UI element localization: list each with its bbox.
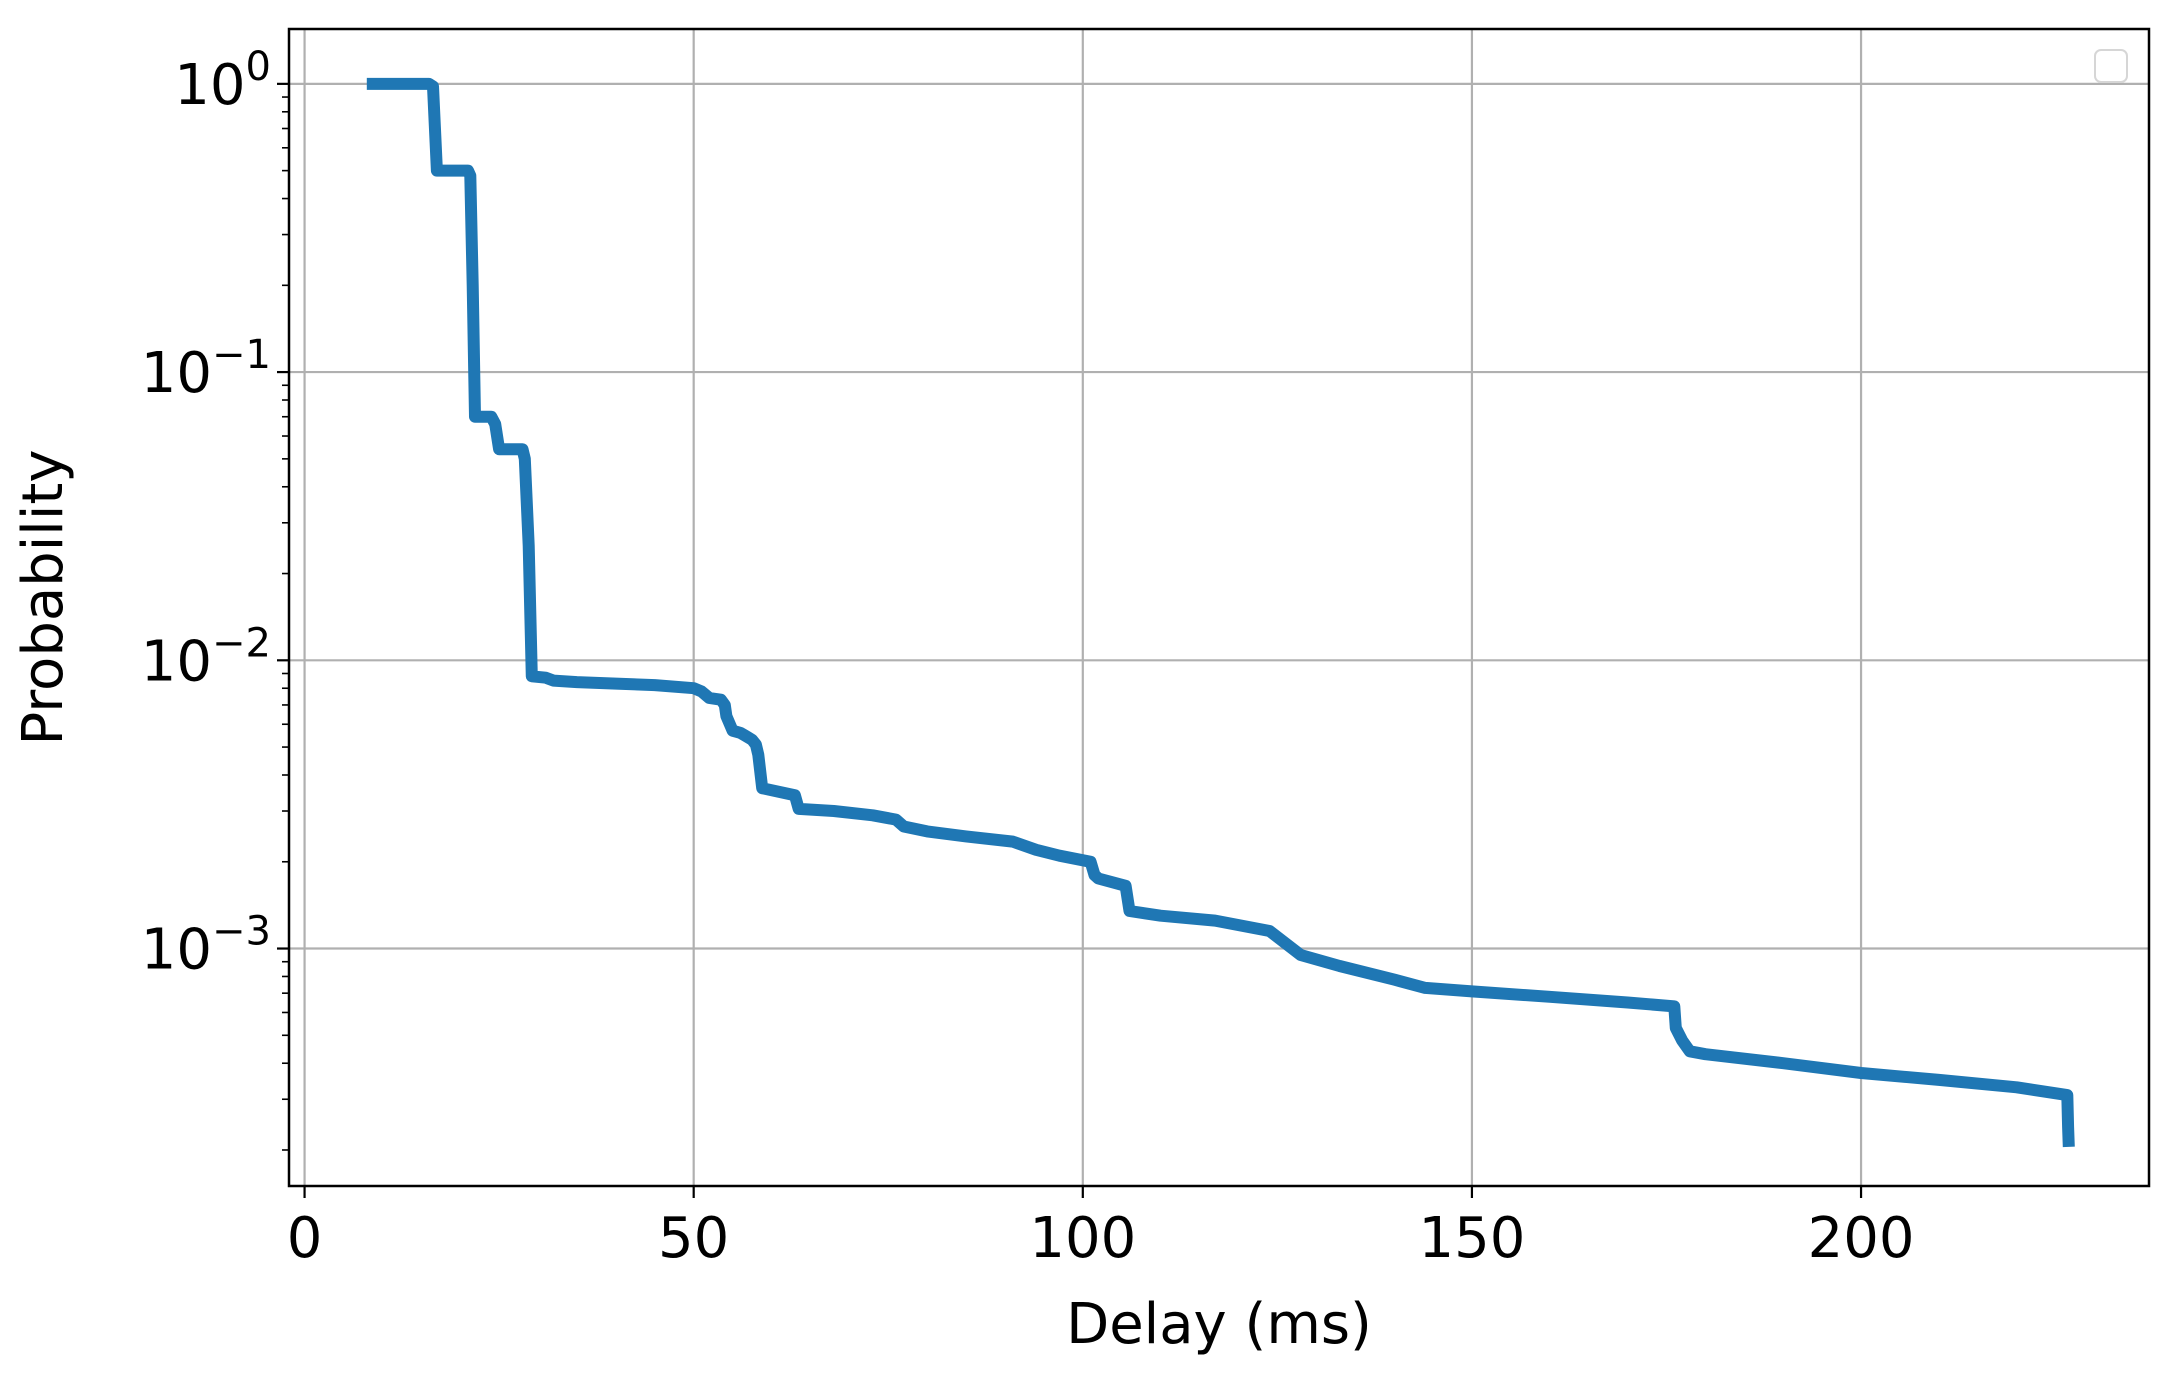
y-tick-label: 10−1 xyxy=(141,332,271,406)
y-axis-title: Probability xyxy=(11,449,76,745)
series-line xyxy=(366,77,2075,1148)
plot-area-frame xyxy=(287,27,2151,1188)
grid xyxy=(289,29,2149,1186)
x-tick-label: 50 xyxy=(658,1206,729,1271)
major-ticks xyxy=(277,82,1863,1198)
y-tick-label: 10−2 xyxy=(141,620,271,694)
y-tick-label: 10−3 xyxy=(141,909,271,983)
x-axis-title: Delay (ms) xyxy=(1066,1292,1372,1357)
x-tick-labels: 0 50 100 150 200 xyxy=(287,1206,1915,1271)
legend-box xyxy=(2094,49,2128,83)
series xyxy=(366,77,2075,1148)
y-tick-labels: 100 10−1 10−2 10−3 xyxy=(141,44,271,983)
x-tick-label: 0 xyxy=(287,1206,323,1271)
y-tick-label: 100 xyxy=(174,44,271,118)
x-tick-label: 200 xyxy=(1808,1206,1915,1271)
x-tick-label: 150 xyxy=(1418,1206,1525,1271)
x-tick-label: 100 xyxy=(1029,1206,1136,1271)
